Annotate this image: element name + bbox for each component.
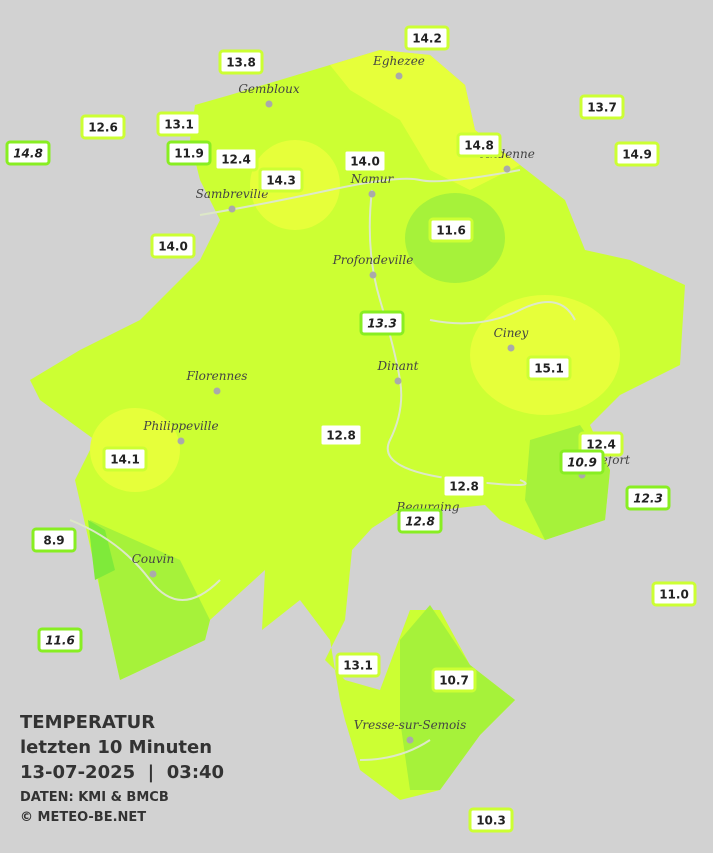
station-box	[625, 485, 671, 511]
city-label: Gembloux	[238, 82, 300, 96]
station-value: 12.4	[221, 153, 251, 167]
station-box	[342, 148, 388, 174]
station-box	[335, 652, 381, 678]
station-box	[526, 355, 572, 381]
station-value: 14.1	[110, 453, 140, 467]
station-box	[468, 807, 514, 833]
station-value: 11.6	[45, 634, 75, 648]
station-box	[359, 310, 405, 336]
header-title: TEMPERATUR	[20, 712, 156, 733]
station-value: 12.8	[405, 515, 435, 529]
station-value: 10.3	[476, 814, 506, 828]
station-box	[579, 94, 625, 120]
city-label: Couvin	[132, 552, 174, 566]
city-dot	[149, 570, 157, 578]
station-box	[456, 132, 502, 158]
station-value: 14.0	[158, 240, 188, 254]
station-box	[441, 473, 487, 499]
station-box	[156, 111, 202, 137]
city-dot	[368, 190, 376, 198]
station-value: 13.1	[343, 659, 373, 673]
city-dot	[503, 165, 511, 173]
station-value: 15.1	[534, 362, 564, 376]
station-box	[651, 581, 697, 607]
station-value: 12.4	[586, 438, 616, 452]
city-dot	[406, 736, 414, 744]
city-label: Philippeville	[142, 419, 218, 433]
city-dot	[177, 437, 185, 445]
station-value: 11.6	[436, 224, 466, 238]
city-dot	[228, 205, 236, 213]
station-value: 14.3	[266, 174, 296, 188]
station-value: 13.1	[164, 118, 194, 132]
station-box	[318, 422, 364, 448]
station-value: 13.7	[587, 101, 617, 115]
station-value: 12.8	[326, 429, 356, 443]
station-value: 10.7	[439, 674, 469, 688]
station-value: 8.9	[43, 534, 64, 548]
city-label: Vresse-sur-Semois	[354, 718, 467, 732]
city-dot	[395, 72, 403, 80]
station-box	[37, 627, 83, 653]
station-value: 11.9	[174, 147, 204, 161]
station-value: 14.0	[350, 155, 380, 169]
station-value: 10.9	[567, 456, 597, 470]
station-value: 14.8	[464, 139, 494, 153]
city-label: Dinant	[377, 359, 419, 373]
station-value: 12.6	[88, 121, 118, 135]
city-label: Sambreville	[196, 187, 269, 201]
station-box	[397, 508, 443, 534]
city-dot	[213, 387, 221, 395]
station-value: 14.8	[13, 147, 43, 161]
city-label: Profondeville	[332, 253, 414, 267]
city-dot	[265, 100, 273, 108]
station-box	[5, 140, 51, 166]
header-copyright: © METEO-BE.NET	[20, 810, 147, 825]
station-box	[404, 25, 450, 51]
header-source: DATEN: KMI & BMCB	[20, 790, 169, 805]
header-subtitle: letzten 10 Minuten	[20, 737, 213, 758]
station-box	[102, 446, 148, 472]
station-value: 11.0	[659, 588, 689, 602]
warm-zone	[470, 295, 620, 415]
city-label: Ciney	[494, 326, 529, 340]
cool-zone	[90, 520, 210, 680]
station-box	[431, 667, 477, 693]
city-label: Eghezee	[372, 54, 425, 68]
station-box	[614, 141, 660, 167]
city-dot	[394, 377, 402, 385]
station-box	[213, 146, 259, 172]
station-value: 12.3	[633, 492, 663, 506]
station-value: 13.8	[226, 56, 256, 70]
cool-zone	[400, 605, 515, 790]
river	[69, 169, 576, 761]
station-box	[80, 114, 126, 140]
station-value: 13.3	[367, 317, 397, 331]
station-box	[166, 140, 212, 166]
station-box	[428, 217, 474, 243]
city-dot	[507, 344, 515, 352]
station-box	[559, 449, 605, 475]
station-value: 14.9	[622, 148, 652, 162]
city-label: Florennes	[186, 369, 248, 383]
city-label: Namur	[350, 172, 395, 186]
station-value: 12.8	[449, 480, 479, 494]
station-value: 14.2	[412, 32, 442, 46]
city-dot	[369, 271, 377, 279]
station-box	[258, 167, 304, 193]
station-box	[31, 527, 77, 553]
header-datetime: 13-07-2025 | 03:40	[20, 762, 225, 783]
cold-zone	[88, 520, 115, 580]
station-box	[150, 233, 196, 259]
station-box	[218, 49, 264, 75]
